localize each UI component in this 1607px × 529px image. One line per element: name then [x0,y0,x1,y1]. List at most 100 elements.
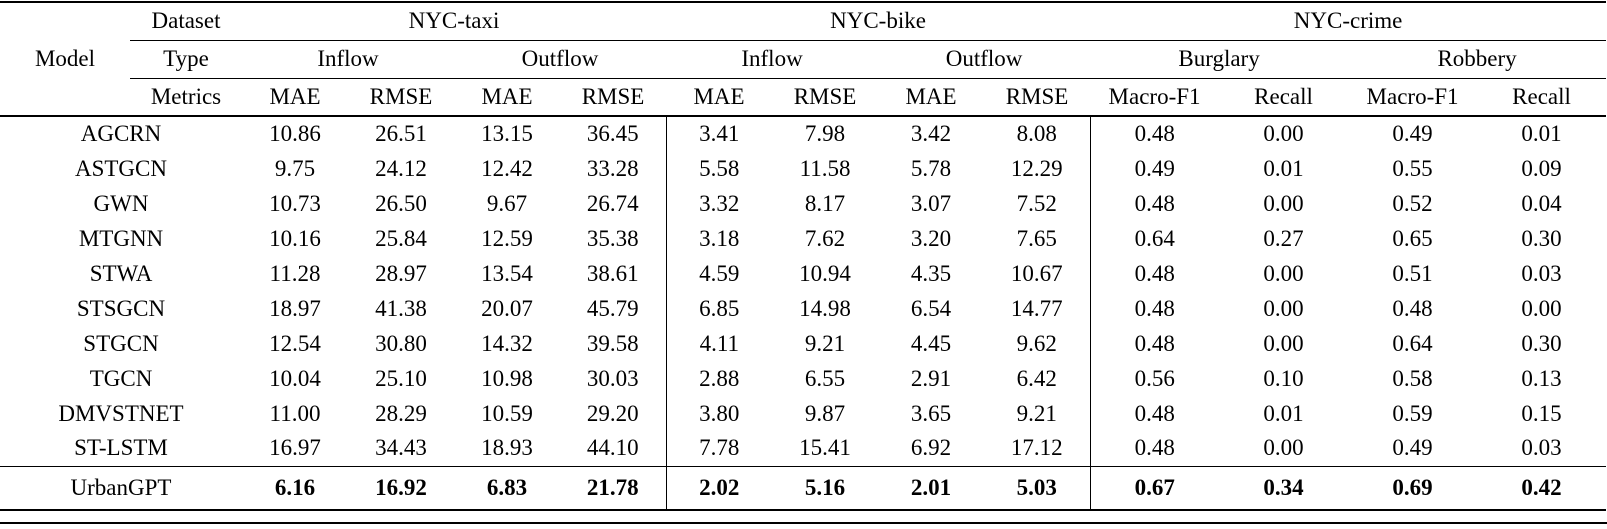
metric-value-cell: 6.85 [665,291,773,326]
metric-value-cell: 2.88 [665,361,773,396]
metric-value-cell: 26.74 [586,190,639,216]
metric-value-cell: 20.07 [481,295,533,321]
metric-value-cell: 0.58 [1392,365,1433,391]
metric-value-cell: 0.64 [1089,221,1220,256]
metric-value-cell: 39.58 [586,330,639,356]
metric-value-cell: 11.58 [799,155,851,181]
metric-value-cell: 7.78 [665,431,773,467]
table-row: ASTGCN 9.75 24.12 12.42 33.28 5.58 11.58 5.78 12… [0,151,1606,186]
model-name-cell: STSGCN [76,295,166,321]
metric-value-cell: 0.64 [1392,330,1433,356]
metric-value-cell: 0.03 [1521,260,1562,286]
metric-value-cell: 8.08 [1016,121,1057,146]
metric-header: MAE [666,78,773,117]
metric-value-cell: 25.10 [375,365,427,391]
metric-value-cell: 7.52 [1016,190,1057,216]
header-row-type: Type Inflow Outflow Inflow Outflow Burgl… [0,40,1607,79]
type-header-crime-robbery: Robbery [1348,40,1607,79]
metric-value-cell: 13.54 [481,260,533,286]
type-header-bike-outflow: Outflow [878,40,1091,79]
type-row-label: Type [130,40,242,79]
model-comparison-table: Model Dataset NYC-taxi NYC-bike NYC-crim… [0,1,1607,511]
metric-value-cell: 0.42 [1477,466,1607,511]
metric-value-cell: 0.00 [1263,190,1304,216]
metric-value-cell: 26.50 [375,190,427,216]
metric-value-cell: 9.87 [804,400,846,426]
model-name-cell: DMVSTNET [58,400,184,426]
metric-header: Macro-F1 [1090,78,1220,117]
metric-value-cell: 41.38 [375,295,427,321]
model-name-cell: ASTGCN [74,155,167,181]
metric-value-cell: 4.45 [910,330,952,356]
metric-value-cell: 6.83 [454,466,560,511]
metric-value-cell: 11.00 [269,400,321,426]
metric-value-cell: 2.02 [665,466,773,511]
metric-value-cell: 14.32 [481,330,533,356]
metric-value-cell: 9.21 [804,330,846,356]
metric-header: RMSE [560,78,667,117]
metric-value-cell: 9.75 [274,155,316,181]
model-name-cell: STGCN [83,330,159,356]
metric-value-cell: 0.48 [1089,326,1220,361]
dataset-header-nyc-taxi: NYC-taxi [242,2,667,41]
metric-value-cell: 0.49 [1089,151,1220,186]
table-row: GWN 10.73 26.50 9.67 26.74 3.32 8.17 3.07 7.52 0.… [0,186,1606,221]
metric-header: Recall [1219,78,1349,117]
model-name-cell: ST-LSTM [0,431,242,467]
metric-value-cell: 0.48 [1089,291,1220,326]
metric-value-cell: 0.03 [1477,431,1607,467]
metric-value-cell: 18.97 [269,295,321,321]
metric-value-cell: 0.51 [1392,260,1433,286]
metric-value-cell: 10.67 [1010,260,1063,286]
table-row: STWA 11.28 28.97 13.54 38.61 4.59 10.94 4.35 10.… [0,256,1606,291]
metric-value-cell: 0.00 [1263,260,1304,286]
metric-value-cell: 0.48 [1089,256,1220,291]
model-name-cell: TGCN [89,365,153,391]
metric-value-cell: 9.67 [486,190,528,216]
metric-value-cell: 44.10 [560,431,667,467]
metric-value-cell: 0.59 [1392,400,1433,426]
metric-value-cell: 5.58 [665,151,773,186]
metric-value-cell: 12.59 [481,225,533,251]
metric-value-cell: 0.00 [1263,295,1304,321]
metric-value-cell: 0.48 [1089,396,1220,431]
metric-value-cell: 24.12 [375,155,427,181]
metric-value-cell: 0.49 [1392,121,1433,146]
metric-value-cell: 0.30 [1521,330,1562,356]
metric-value-cell: 0.00 [1521,295,1562,321]
metric-value-cell: 0.49 [1348,431,1478,467]
metric-value-cell: 30.03 [586,365,639,391]
metric-value-cell: 0.56 [1089,361,1220,396]
metric-header: MAE [878,78,985,117]
model-column-header: Model [0,2,130,117]
metric-header: MAE [454,78,560,117]
table-row: AGCRN 10.86 26.51 13.15 36.45 3.41 7.98 3.42 8.0… [0,116,1606,151]
type-header-taxi-inflow: Inflow [242,40,454,79]
metric-value-cell: 3.07 [910,190,952,216]
metric-value-cell: 14.98 [799,295,851,321]
metric-value-cell: 3.80 [665,396,773,431]
table-row: DMVSTNET 11.00 28.29 10.59 29.20 3.80 9.87 3.65… [0,396,1606,431]
metric-value-cell: 26.51 [375,121,427,146]
metric-value-cell: 0.00 [1263,121,1304,146]
metric-value-cell: 9.62 [1016,330,1057,356]
metric-value-cell: 6.55 [804,365,846,391]
table-row: ST-LSTM 16.97 34.43 18.93 44.10 7.78 15.41 6.92… [0,431,1607,467]
metric-value-cell: 16.92 [348,466,454,511]
metric-value-cell: 6.16 [242,466,348,511]
metric-value-cell: 4.35 [910,260,952,286]
model-name-cell: STWA [89,260,153,286]
metric-value-cell: 38.61 [586,260,639,286]
metric-value-cell: 6.92 [878,431,985,467]
metric-value-cell: 16.97 [242,431,348,467]
type-header-bike-inflow: Inflow [666,40,879,79]
metric-value-cell: 7.62 [804,225,846,251]
metric-value-cell: 0.15 [1521,400,1562,426]
header-row-metrics: Metrics MAE RMSE MAE RMSE MAE RMSE MAE R… [0,78,1607,117]
metric-header: RMSE [348,78,454,117]
table-row: STGCN 12.54 30.80 14.32 39.58 4.11 9.21 4.45 9.6… [0,326,1606,361]
metric-value-cell: 29.20 [586,400,639,426]
metric-value-cell: 10.16 [269,225,321,251]
metric-value-cell: 0.01 [1521,121,1562,146]
